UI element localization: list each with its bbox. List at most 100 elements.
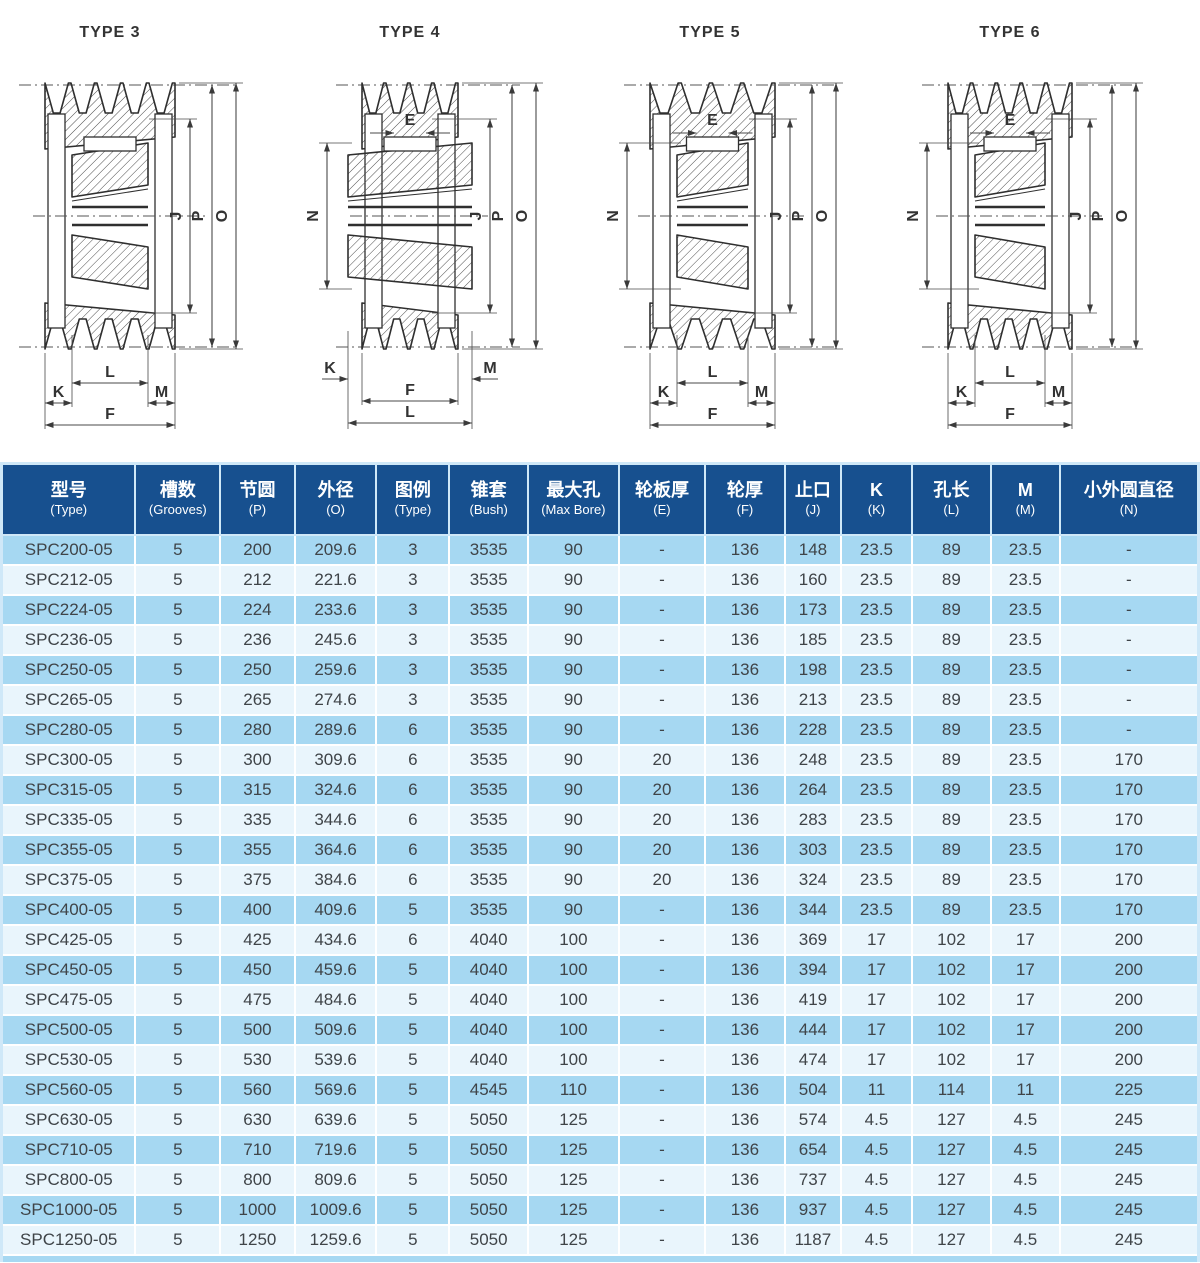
cell: 259.6 xyxy=(294,655,378,686)
cell: 136 xyxy=(705,925,786,956)
cell: 23.5 xyxy=(991,715,1061,746)
cell: 419 xyxy=(784,985,843,1016)
cell: 212 xyxy=(220,565,296,596)
cell: 23.5 xyxy=(841,835,913,866)
cell: 89 xyxy=(911,535,993,566)
svg-text:K: K xyxy=(658,384,670,401)
model-cell: SPC800-05 xyxy=(3,1165,137,1196)
svg-text:O: O xyxy=(214,210,231,222)
cell: 23.5 xyxy=(991,805,1061,836)
svg-text:O: O xyxy=(1114,210,1131,222)
cell: 3535 xyxy=(449,595,530,626)
cell: 11 xyxy=(991,1075,1061,1106)
cell: 221.6 xyxy=(294,565,378,596)
cell: 484.6 xyxy=(294,985,378,1016)
cell: 324.6 xyxy=(294,775,378,806)
cell: - xyxy=(1059,625,1197,656)
cell: - xyxy=(618,655,707,686)
cell: 89 xyxy=(911,745,993,776)
cell: 375 xyxy=(220,865,296,896)
cell: 200 xyxy=(1059,985,1197,1016)
cell: 5 xyxy=(376,1225,451,1256)
model-cell: SPC315-05 xyxy=(3,775,137,806)
cell: 89 xyxy=(911,835,993,866)
cell: 224 xyxy=(220,595,296,626)
cell: 5 xyxy=(135,565,222,596)
cell: 136 xyxy=(705,1225,786,1256)
cell: 125 xyxy=(528,1135,620,1166)
cell: 23.5 xyxy=(991,655,1061,686)
cell: 200 xyxy=(1059,925,1197,956)
cell: 3535 xyxy=(449,715,530,746)
cell: 23.5 xyxy=(841,625,913,656)
cell: 23.5 xyxy=(991,535,1061,566)
diagram-title: TYPE 6 xyxy=(979,24,1041,41)
cell: 23.5 xyxy=(841,865,913,896)
cell: 5 xyxy=(135,1195,222,1226)
cell: 3535 xyxy=(449,625,530,656)
cell: 3 xyxy=(376,565,451,596)
model-cell: SPC236-05 xyxy=(3,625,137,656)
cell: 4040 xyxy=(449,955,530,986)
svg-text:F: F xyxy=(105,406,115,423)
cell: 3 xyxy=(376,625,451,656)
cell: 3535 xyxy=(449,775,530,806)
cell: 6 xyxy=(376,835,451,866)
cell: 170 xyxy=(1059,865,1197,896)
cell: - xyxy=(618,715,707,746)
cell: - xyxy=(1059,535,1197,566)
cell: - xyxy=(618,925,707,956)
cell: 6 xyxy=(376,715,451,746)
table-row: SPC300-05 5 300 309.6 6 3535 90 20 136 248 23.5 89 2… xyxy=(3,745,1197,776)
cell: 3 xyxy=(376,685,451,716)
svg-text:J: J xyxy=(168,212,185,221)
cell: 5 xyxy=(376,1105,451,1136)
cell: 200 xyxy=(220,535,296,566)
cell: 136 xyxy=(705,655,786,686)
svg-text:L: L xyxy=(105,364,115,381)
cell: 89 xyxy=(911,595,993,626)
cell: 3 xyxy=(376,535,451,566)
table-row: SPC212-05 5 212 221.6 3 3535 90-136 160 23.5 89 23… xyxy=(3,565,1197,596)
cell: 23.5 xyxy=(841,655,913,686)
cell: 23.5 xyxy=(991,745,1061,776)
cell: 23.5 xyxy=(991,595,1061,626)
cell: 90 xyxy=(528,625,620,656)
pulley-drawing: J P O N E L K M F xyxy=(605,82,843,429)
model-cell: SPC400-05 xyxy=(3,895,137,926)
svg-text:P: P xyxy=(490,210,507,221)
model-cell: SPC250-05 xyxy=(3,655,137,686)
cell: - xyxy=(618,1045,707,1076)
cell: 20 xyxy=(618,805,707,836)
table-row: SPC560-05 5 560 569.6 5 4545 110-136 504 11 114 11… xyxy=(3,1075,1197,1106)
cell: 100 xyxy=(528,925,620,956)
table-row: SPC1000-05 5 1000 1009.6 5 5050 125-136 937 4.5 1… xyxy=(3,1195,1197,1226)
svg-text:M: M xyxy=(155,384,168,401)
cell: 110 xyxy=(528,1075,620,1106)
cell: 23.5 xyxy=(991,625,1061,656)
table-row: SPC375-05 5 375 384.6 6 3535 90 20 136 324 23.5 89 2… xyxy=(3,865,1197,896)
table-row: SPC500-05 5 500 509.6 5 4040 100-136 444 17 102 17… xyxy=(3,1015,1197,1046)
cell: 23.5 xyxy=(841,895,913,926)
cell: 309.6 xyxy=(294,745,378,776)
cell: 23.5 xyxy=(841,595,913,626)
column-header: 锥套 (Bush) xyxy=(449,465,530,536)
cell: 450 xyxy=(220,955,296,986)
cell: 5 xyxy=(135,1105,222,1136)
cell: 17 xyxy=(841,1015,913,1046)
cell: 3535 xyxy=(449,805,530,836)
svg-text:K: K xyxy=(956,384,968,401)
column-header: 型号 (Type) xyxy=(3,465,137,536)
cell: 136 xyxy=(705,835,786,866)
cell: 6 xyxy=(376,925,451,956)
cell: 90 xyxy=(528,775,620,806)
cell: 509.6 xyxy=(294,1015,378,1046)
model-cell: SPC1250-05 xyxy=(3,1225,137,1256)
table-row: SPC450-05 5 450 459.6 5 4040 100-136 394 17 102 17… xyxy=(3,955,1197,986)
cell: 344.6 xyxy=(294,805,378,836)
cell: 17 xyxy=(841,1045,913,1076)
cell: 89 xyxy=(911,685,993,716)
cell: 569.6 xyxy=(294,1075,378,1106)
cell: 1250 xyxy=(220,1225,296,1256)
cell: 209.6 xyxy=(294,535,378,566)
